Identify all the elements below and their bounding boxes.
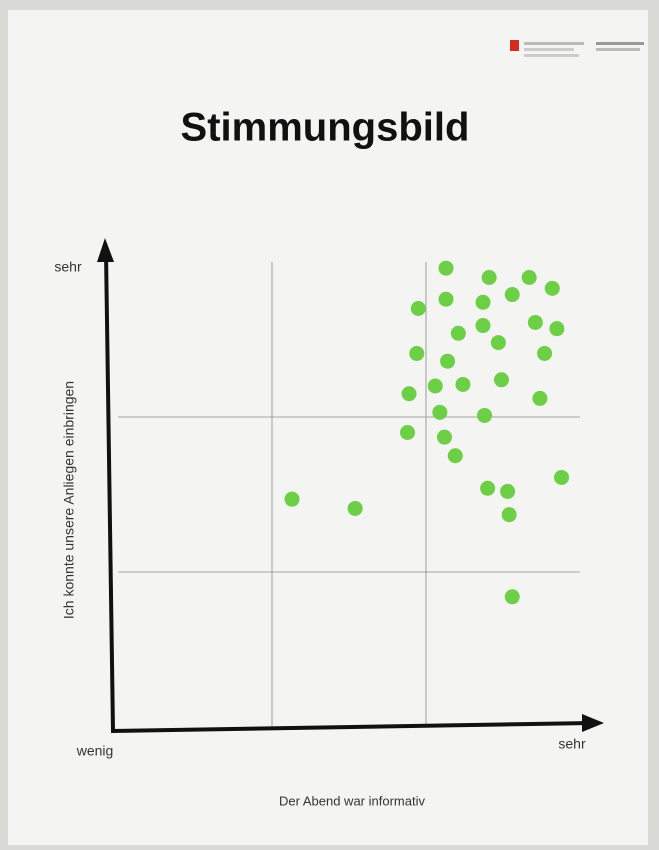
dot [505, 589, 520, 604]
dot [554, 470, 569, 485]
dot [500, 484, 515, 499]
dot [409, 346, 424, 361]
y-high-label: sehr [54, 259, 82, 275]
dot [491, 335, 506, 350]
dot [440, 354, 455, 369]
dot [439, 261, 454, 276]
dot [477, 408, 492, 423]
dot [537, 346, 552, 361]
page: {"chart_data": {"type": "scatter", "titl… [0, 0, 659, 850]
dot [522, 270, 537, 285]
dot [348, 501, 363, 516]
dot [505, 287, 520, 302]
dot [402, 386, 417, 401]
dot [455, 377, 470, 392]
y-axis-label: Ich konnte unsere Anliegen einbringen [61, 381, 77, 619]
dot [400, 425, 415, 440]
dot [528, 315, 543, 330]
dot [482, 270, 497, 285]
x-high-label: sehr [558, 736, 586, 752]
dot [475, 295, 490, 310]
dot [549, 321, 564, 336]
dot [545, 281, 560, 296]
dot [432, 405, 447, 420]
chart: Stimmungsbild sehr wenig sehr Der Abend … [0, 0, 659, 850]
dot [494, 372, 509, 387]
dot [480, 481, 495, 496]
dot [439, 292, 454, 307]
dot [451, 326, 466, 341]
dot [285, 492, 300, 507]
dot [411, 301, 426, 316]
origin-label: wenig [76, 743, 114, 759]
chart-title: Stimmungsbild [181, 106, 470, 150]
dot [437, 430, 452, 445]
dot [428, 379, 443, 394]
dot [448, 448, 463, 463]
dot [475, 318, 490, 333]
dot [532, 391, 547, 406]
dot [502, 507, 517, 522]
x-axis-label: Der Abend war informativ [279, 793, 425, 808]
